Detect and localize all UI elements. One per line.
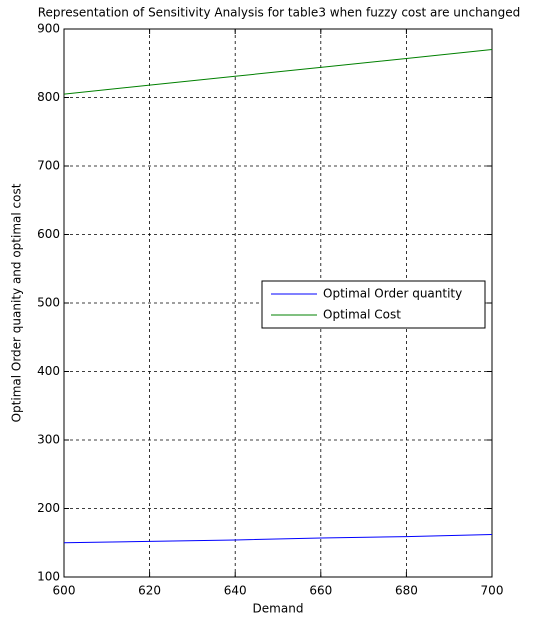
x-tick-label: 700 xyxy=(481,584,504,598)
x-tick-label: 660 xyxy=(309,584,332,598)
y-tick-label: 500 xyxy=(37,296,60,310)
y-tick-label: 800 xyxy=(37,90,60,104)
plot-frame xyxy=(63,28,493,578)
legend-box xyxy=(261,280,486,329)
y-axis-label: Optimal Order quanity and optimal cost xyxy=(10,183,24,422)
x-tick-label: 620 xyxy=(138,584,161,598)
y-tick-label: 300 xyxy=(37,433,60,447)
chart-title: Representation of Sensitivity Analysis f… xyxy=(38,6,521,20)
y-tick-label: 900 xyxy=(37,22,60,36)
y-tick-label: 100 xyxy=(37,570,60,584)
x-tick-label: 600 xyxy=(53,584,76,598)
data-line xyxy=(63,49,493,95)
x-axis-label: Demand xyxy=(253,602,304,616)
y-tick-label: 200 xyxy=(37,501,60,515)
y-tick-label: 600 xyxy=(37,227,60,241)
legend-label: Optimal Cost xyxy=(323,308,401,322)
y-tick-label: 400 xyxy=(37,364,60,378)
x-tick-label: 680 xyxy=(395,584,418,598)
data-line xyxy=(63,534,493,544)
legend-label: Optimal Order quantity xyxy=(323,287,462,301)
y-tick-label: 700 xyxy=(37,159,60,173)
x-tick-label: 640 xyxy=(224,584,247,598)
